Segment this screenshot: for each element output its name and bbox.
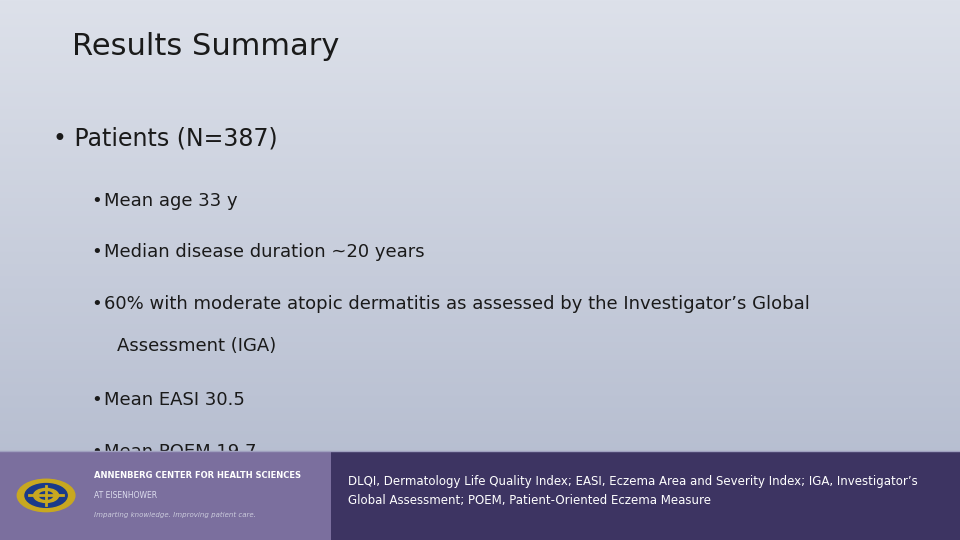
Text: •: • bbox=[91, 495, 102, 513]
Text: Mean POEM 19.7: Mean POEM 19.7 bbox=[104, 443, 256, 461]
Text: Median disease duration ~20 years: Median disease duration ~20 years bbox=[104, 244, 424, 261]
Text: Mean EASI 30.5: Mean EASI 30.5 bbox=[104, 392, 245, 409]
Text: Imparting knowledge. Improving patient care.: Imparting knowledge. Improving patient c… bbox=[94, 512, 256, 518]
Text: 60% with moderate atopic dermatitis as assessed by the Investigator’s Global: 60% with moderate atopic dermatitis as a… bbox=[104, 295, 809, 313]
Text: •: • bbox=[91, 295, 102, 313]
Text: DLQI, Dermatology Life Quality Index; EASI, Eczema Area and Severity Index; IGA,: DLQI, Dermatology Life Quality Index; EA… bbox=[348, 475, 918, 507]
Text: Mean DLQI 14.4 for adults: Mean DLQI 14.4 for adults bbox=[104, 495, 339, 513]
Text: Results Summary: Results Summary bbox=[72, 31, 340, 60]
Text: • Patients (N=387): • Patients (N=387) bbox=[53, 126, 277, 150]
Text: AT EISENHOWER: AT EISENHOWER bbox=[94, 491, 157, 500]
Text: ANNENBERG CENTER FOR HEALTH SCIENCES: ANNENBERG CENTER FOR HEALTH SCIENCES bbox=[94, 471, 301, 481]
Text: Assessment (IGA): Assessment (IGA) bbox=[117, 337, 276, 355]
Text: •: • bbox=[91, 443, 102, 461]
Text: •: • bbox=[91, 244, 102, 261]
Text: •: • bbox=[91, 392, 102, 409]
Text: Mean age 33 y: Mean age 33 y bbox=[104, 192, 237, 210]
Text: •: • bbox=[91, 192, 102, 210]
